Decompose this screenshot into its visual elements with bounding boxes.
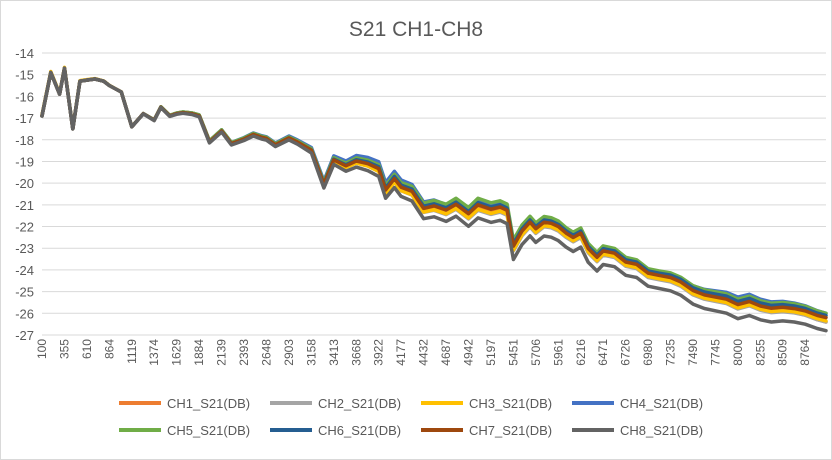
series-line-6 (40, 66, 828, 318)
x-tick-label: 8509 (776, 339, 790, 366)
x-tick-label: 2903 (282, 339, 296, 366)
y-tick-label: -22 (15, 220, 34, 235)
y-tick-label: -20 (15, 176, 34, 191)
x-tick-label: 1374 (147, 339, 161, 366)
x-tick-label: 1884 (192, 339, 206, 366)
y-tick-label: -27 (15, 328, 34, 343)
x-tick-label: 6216 (574, 339, 588, 366)
series-line-7 (40, 66, 828, 320)
x-tick-label: 1629 (170, 339, 184, 366)
y-tick-label: -26 (15, 306, 34, 321)
legend-label: CH5_S21(DB) (167, 423, 250, 438)
x-tick-label: 3668 (349, 339, 363, 366)
x-tick-label: 7745 (708, 339, 722, 366)
x-tick-label: 3922 (372, 339, 386, 366)
legend-label: CH8_S21(DB) (620, 423, 703, 438)
y-tick-label: -16 (15, 89, 34, 104)
y-tick-label: -19 (15, 154, 34, 169)
x-tick-label: 4942 (462, 339, 476, 366)
legend-label: CH2_S21(DB) (318, 396, 401, 411)
y-tick-label: -18 (15, 133, 34, 148)
x-tick-label: 3158 (304, 339, 318, 366)
x-tick-label: 6726 (619, 339, 633, 366)
x-tick-label: 2139 (215, 339, 229, 366)
x-tick-label: 5451 (506, 339, 520, 366)
legend-label: CH6_S21(DB) (318, 423, 401, 438)
x-tick-label: 4177 (394, 339, 408, 366)
x-tick-label: 6471 (596, 339, 610, 366)
x-tick-label: 8255 (753, 339, 767, 366)
x-tick-label: 610 (80, 339, 94, 359)
x-tick-label: 5706 (529, 339, 543, 366)
x-tick-label: 8000 (731, 339, 745, 366)
x-tick-label: 4687 (439, 339, 453, 366)
legend-label: CH3_S21(DB) (469, 396, 552, 411)
series-line-5 (40, 66, 828, 316)
legend-label: CH7_S21(DB) (469, 423, 552, 438)
x-tick-label: 8764 (798, 339, 812, 366)
series-line-8 (40, 66, 828, 333)
x-tick-label: 6980 (641, 339, 655, 366)
x-tick-label: 1119 (125, 339, 139, 364)
y-tick-label: -17 (15, 111, 34, 126)
x-tick-label: 7235 (664, 339, 678, 366)
x-tick-label: 5961 (551, 339, 565, 366)
x-tick-label: 3413 (327, 339, 341, 366)
x-tick-label: 864 (102, 339, 116, 359)
legend-label: CH4_S21(DB) (620, 396, 703, 411)
legend-label: CH1_S21(DB) (167, 396, 250, 411)
series-line-4 (40, 66, 828, 316)
x-tick-label: 100 (35, 339, 49, 359)
x-tick-label: 2648 (259, 339, 273, 366)
series-line-3 (40, 65, 828, 323)
y-tick-label: -21 (15, 198, 34, 213)
y-tick-label: -15 (15, 68, 34, 83)
x-tick-label: 5197 (484, 339, 498, 366)
x-tick-label: 355 (57, 339, 71, 359)
y-tick-label: -14 (15, 46, 34, 61)
x-tick-label: 4432 (417, 339, 431, 366)
y-tick-label: -23 (15, 241, 34, 256)
chart-title: S21 CH1-CH8 (348, 18, 484, 41)
x-tick-label: 7490 (686, 339, 700, 366)
y-tick-label: -24 (15, 263, 34, 278)
x-tick-label: 2393 (237, 339, 251, 366)
y-tick-label: -25 (15, 285, 34, 300)
